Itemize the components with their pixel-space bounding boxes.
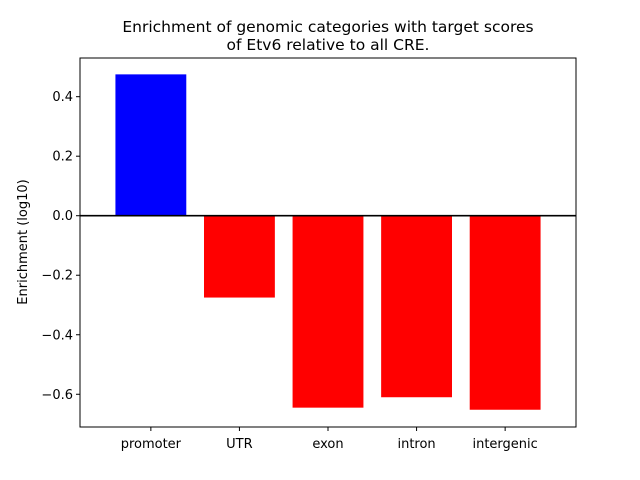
plot-area: 0.4 0.2 0.0 −0.2 −0.4 −0.6 promoter UTR exon intr… [41,57,577,452]
bar-exon [292,215,364,408]
x-tick-label-UTR: UTR [226,437,253,452]
y-tick-label: −0.2 [41,269,73,284]
plot-frame [79,57,577,428]
y-axis-label: Enrichment (log10) [16,179,31,304]
y-tick-label: 0.4 [52,90,73,105]
bar-intron [381,215,452,398]
chart-title-line-2: of Etv6 relative to all CRE. [227,36,430,54]
bar-promoter [115,74,187,216]
bar-intergenic [469,215,541,410]
x-tick-label-intergenic: intergenic [472,437,537,452]
y-tick-label: 0.0 [52,209,73,224]
x-tick-label-intron: intron [397,437,435,452]
y-tick-label: 0.2 [52,150,73,165]
x-tick-label-promoter: promoter [121,437,182,452]
bar-UTR [204,215,275,298]
chart-title-line-1: Enrichment of genomic categories with ta… [122,18,533,36]
y-tick-label: −0.6 [41,388,73,403]
x-tick-label-exon: exon [312,437,343,452]
y-tick-label: −0.4 [41,328,73,343]
